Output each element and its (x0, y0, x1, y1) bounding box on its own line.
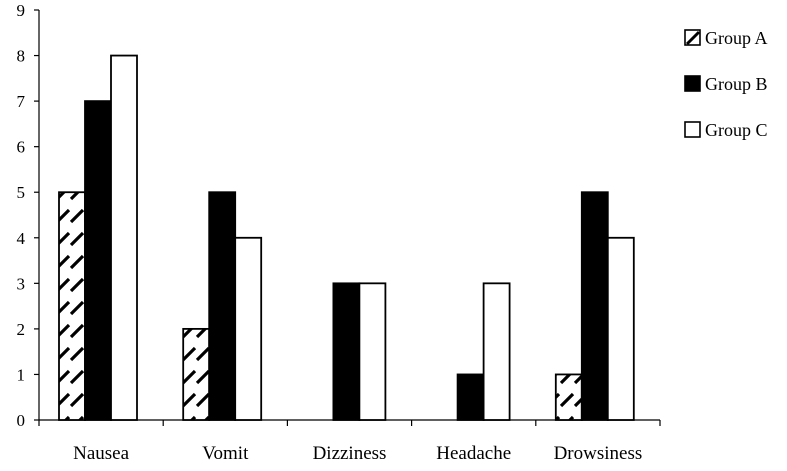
bar-group-b-drowsiness (580, 191, 609, 421)
bar-group-b-nausea (84, 100, 112, 421)
y-tick-label: 4 (17, 229, 26, 248)
bar-group-c-dizziness (358, 282, 387, 421)
legend-swatch-group-b (684, 75, 701, 92)
x-category-label: Headache (436, 443, 511, 464)
y-tick-label: 0 (17, 411, 26, 430)
legend-label: Group C (705, 120, 768, 140)
x-category-label: Nausea (73, 443, 129, 464)
x-category-label: Dizziness (313, 443, 387, 464)
bar-group-b-dizziness (332, 282, 361, 421)
legend-swatch-group-c (684, 121, 701, 138)
y-tick-label: 5 (17, 183, 26, 202)
bar-group-c-nausea (110, 54, 138, 421)
bar-group-b-vomit (208, 191, 237, 421)
x-category-label: Drowsiness (554, 443, 643, 464)
x-category-label: Vomit (202, 443, 249, 464)
y-tick-label: 7 (17, 92, 26, 111)
bar-group-a-drowsiness (554, 373, 583, 421)
legend-hatch-mark (685, 30, 701, 46)
bar-group-a-nausea (58, 191, 86, 421)
y-tick-label: 2 (17, 320, 26, 339)
y-tick-label: 3 (17, 274, 26, 293)
bar-group-c-headache (482, 282, 511, 421)
tick-labels: 0 1 2 3 4 5 6 7 8 9 Nausea Vomit Dizziness Headache Dr… (17, 1, 643, 464)
bar-group-b-headache (456, 373, 485, 421)
legend: Group A Group B Group C (684, 28, 768, 140)
y-tick-label: 1 (17, 365, 26, 384)
legend-label: Group A (705, 28, 768, 48)
bar-group-c-vomit (234, 236, 263, 421)
y-tick-label: 9 (17, 1, 26, 20)
legend-label: Group B (705, 74, 768, 94)
bar-group-a-vomit (182, 327, 211, 421)
y-tick-label: 6 (17, 138, 26, 157)
bar-group-c-drowsiness (606, 236, 635, 421)
y-tick-label: 8 (17, 47, 26, 66)
bars (58, 54, 635, 421)
